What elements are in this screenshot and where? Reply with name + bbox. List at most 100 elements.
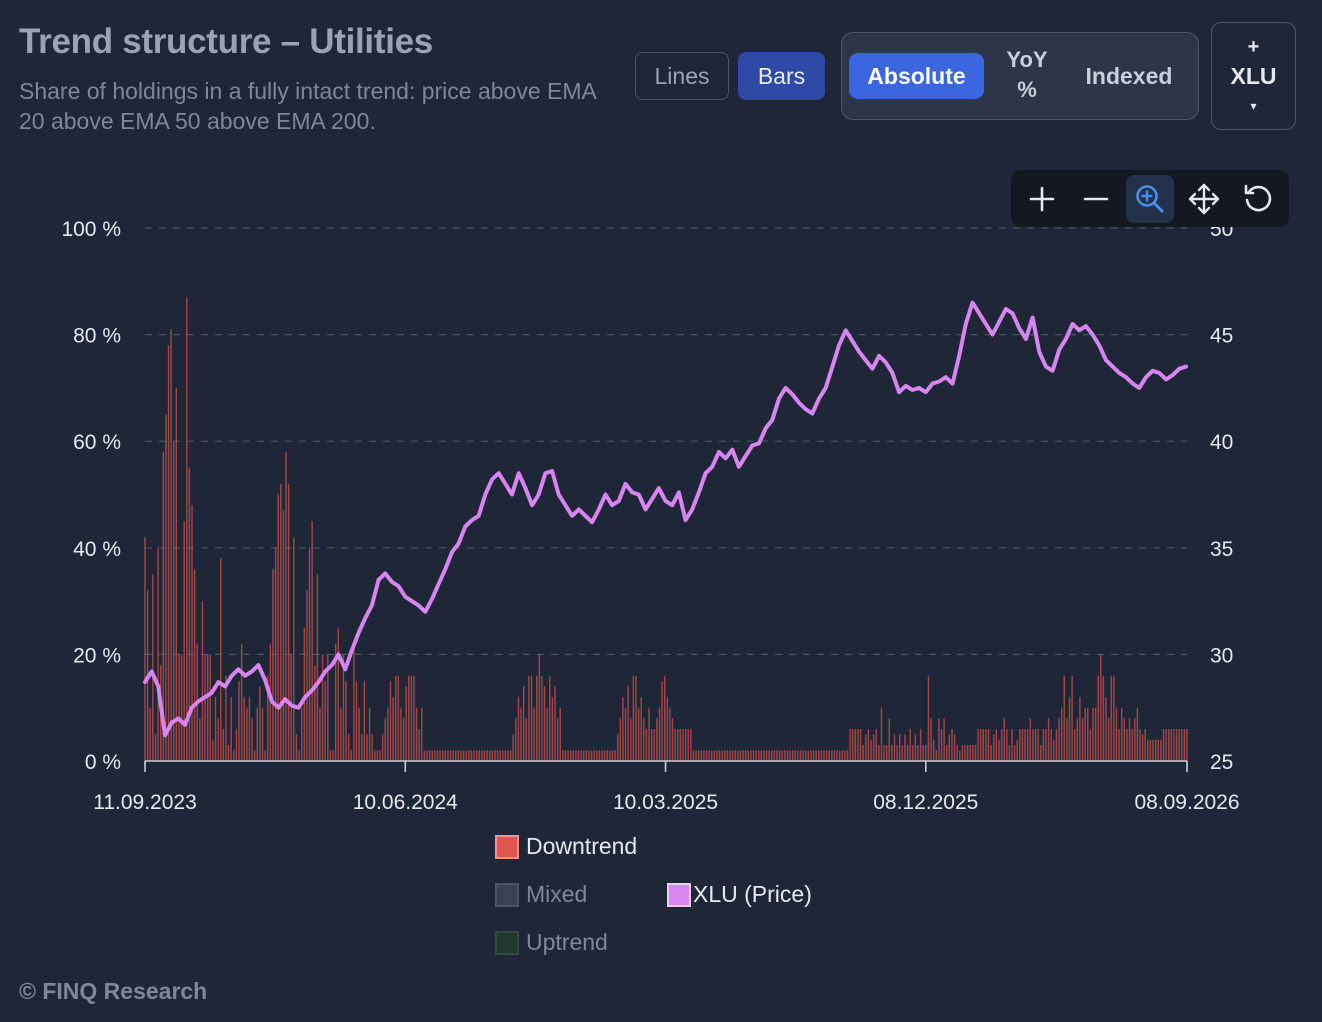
downtrend-bar bbox=[447, 750, 449, 761]
downtrend-bar bbox=[836, 750, 838, 761]
downtrend-bar bbox=[530, 675, 533, 761]
downtrend-bar bbox=[1139, 729, 1141, 761]
downtrend-bar bbox=[799, 750, 802, 761]
x-tick-label: 10.03.2025 bbox=[613, 791, 718, 814]
downtrend-bar bbox=[180, 654, 183, 761]
reset-zoom-button[interactable] bbox=[1234, 175, 1282, 223]
downtrend-bar bbox=[771, 750, 773, 761]
downtrend-bar bbox=[724, 750, 726, 761]
downtrend-bar bbox=[1165, 729, 1167, 761]
legend-item-downtrend[interactable]: Downtrend bbox=[495, 833, 637, 860]
downtrend-bar bbox=[478, 750, 480, 761]
downtrend-bar bbox=[912, 745, 914, 761]
downtrend-bar bbox=[972, 745, 974, 761]
compare-xlu-button[interactable]: + XLU ▾ bbox=[1211, 22, 1296, 130]
downtrend-bar bbox=[1092, 707, 1094, 761]
downtrend-bar bbox=[248, 697, 251, 761]
downtrend-bar bbox=[421, 707, 423, 761]
downtrend-bar bbox=[1105, 697, 1107, 761]
downtrend-bar bbox=[677, 729, 679, 761]
downtrend-bar bbox=[1050, 729, 1052, 761]
downtrend-bar bbox=[969, 745, 971, 761]
downtrend-bar bbox=[650, 729, 653, 761]
downtrend-bar bbox=[974, 745, 977, 761]
zoom-select-button[interactable] bbox=[1126, 175, 1174, 223]
downtrend-bar bbox=[178, 654, 180, 761]
downtrend-bar bbox=[794, 750, 796, 761]
downtrend-bar bbox=[1074, 729, 1076, 761]
downtrend-bar bbox=[1019, 729, 1021, 761]
downtrend-bar bbox=[959, 750, 961, 761]
legend-swatch-uptrend bbox=[495, 930, 519, 955]
downtrend-bar bbox=[656, 718, 658, 761]
legend-item-xlu-price[interactable]: XLU (Price) bbox=[667, 881, 812, 908]
downtrend-bar bbox=[1144, 729, 1146, 761]
downtrend-bar bbox=[183, 521, 185, 761]
downtrend-bar bbox=[199, 718, 201, 761]
zoom-in-button[interactable] bbox=[1018, 175, 1066, 223]
indexed-mode-button[interactable]: Indexed bbox=[1085, 62, 1173, 89]
downtrend-bar bbox=[473, 750, 475, 761]
zoom-out-button[interactable] bbox=[1072, 175, 1120, 223]
minus-icon bbox=[1083, 197, 1109, 201]
downtrend-bar bbox=[449, 750, 452, 761]
downtrend-bar bbox=[697, 750, 700, 761]
downtrend-bar bbox=[499, 750, 501, 761]
downtrend-bar bbox=[645, 729, 648, 761]
downtrend-bar bbox=[1034, 729, 1037, 761]
downtrend-bar bbox=[502, 750, 504, 761]
downtrend-bar bbox=[765, 750, 768, 761]
downtrend-bar bbox=[400, 707, 402, 761]
downtrend-bar bbox=[468, 750, 470, 761]
downtrend-bar bbox=[596, 750, 598, 761]
downtrend-bar bbox=[1003, 718, 1005, 761]
downtrend-bar bbox=[616, 734, 619, 761]
downtrend-bar bbox=[878, 745, 880, 761]
downtrend-bar bbox=[1032, 729, 1034, 761]
legend-item-uptrend[interactable]: Uptrend bbox=[495, 929, 608, 956]
downtrend-bar bbox=[509, 750, 512, 761]
downtrend-bar bbox=[885, 745, 888, 761]
downtrend-bar bbox=[776, 750, 778, 761]
downtrend-bar bbox=[622, 697, 624, 761]
downtrend-bar bbox=[554, 686, 556, 761]
downtrend-bar bbox=[998, 739, 1000, 761]
downtrend-bar bbox=[311, 521, 313, 761]
downtrend-bar bbox=[1113, 675, 1115, 761]
downtrend-bar bbox=[355, 681, 358, 761]
downtrend-bar bbox=[1094, 707, 1097, 761]
y-left-tick-label: 0 % bbox=[85, 751, 121, 774]
downtrend-bar bbox=[319, 707, 321, 761]
absolute-mode-button[interactable]: Absolute bbox=[849, 53, 984, 99]
downtrend-bar bbox=[1168, 729, 1170, 761]
downtrend-bar bbox=[246, 707, 248, 761]
legend-item-mixed[interactable]: Mixed bbox=[495, 881, 587, 908]
downtrend-bar bbox=[825, 750, 828, 761]
yoy-percent-mode-button[interactable]: YoY % bbox=[1006, 47, 1048, 102]
downtrend-bar bbox=[909, 729, 911, 761]
downtrend-bar bbox=[384, 718, 386, 761]
downtrend-bar bbox=[217, 718, 219, 761]
downtrend-bar bbox=[567, 750, 569, 761]
downtrend-bar bbox=[541, 675, 543, 761]
downtrend-bar bbox=[977, 729, 979, 761]
downtrend-bar bbox=[1084, 707, 1086, 761]
downtrend-bar bbox=[191, 505, 193, 761]
downtrend-bar bbox=[1175, 729, 1178, 761]
downtrend-bar bbox=[240, 643, 243, 761]
legend-label-mixed: Mixed bbox=[526, 881, 588, 907]
downtrend-bar bbox=[1118, 729, 1120, 761]
downtrend-bar bbox=[841, 750, 843, 761]
downtrend-bar bbox=[1042, 729, 1045, 761]
downtrend-bar bbox=[603, 750, 606, 761]
pan-button[interactable] bbox=[1180, 175, 1228, 223]
downtrend-bar bbox=[580, 750, 582, 761]
downtrend-bar bbox=[966, 745, 969, 761]
downtrend-bar bbox=[987, 729, 990, 761]
downtrend-bar bbox=[810, 750, 812, 761]
downtrend-bar bbox=[682, 729, 684, 761]
x-tick-label: 11.09.2023 bbox=[93, 791, 197, 814]
bars-button[interactable]: Bars bbox=[738, 52, 825, 100]
lines-button[interactable]: Lines bbox=[635, 52, 729, 100]
